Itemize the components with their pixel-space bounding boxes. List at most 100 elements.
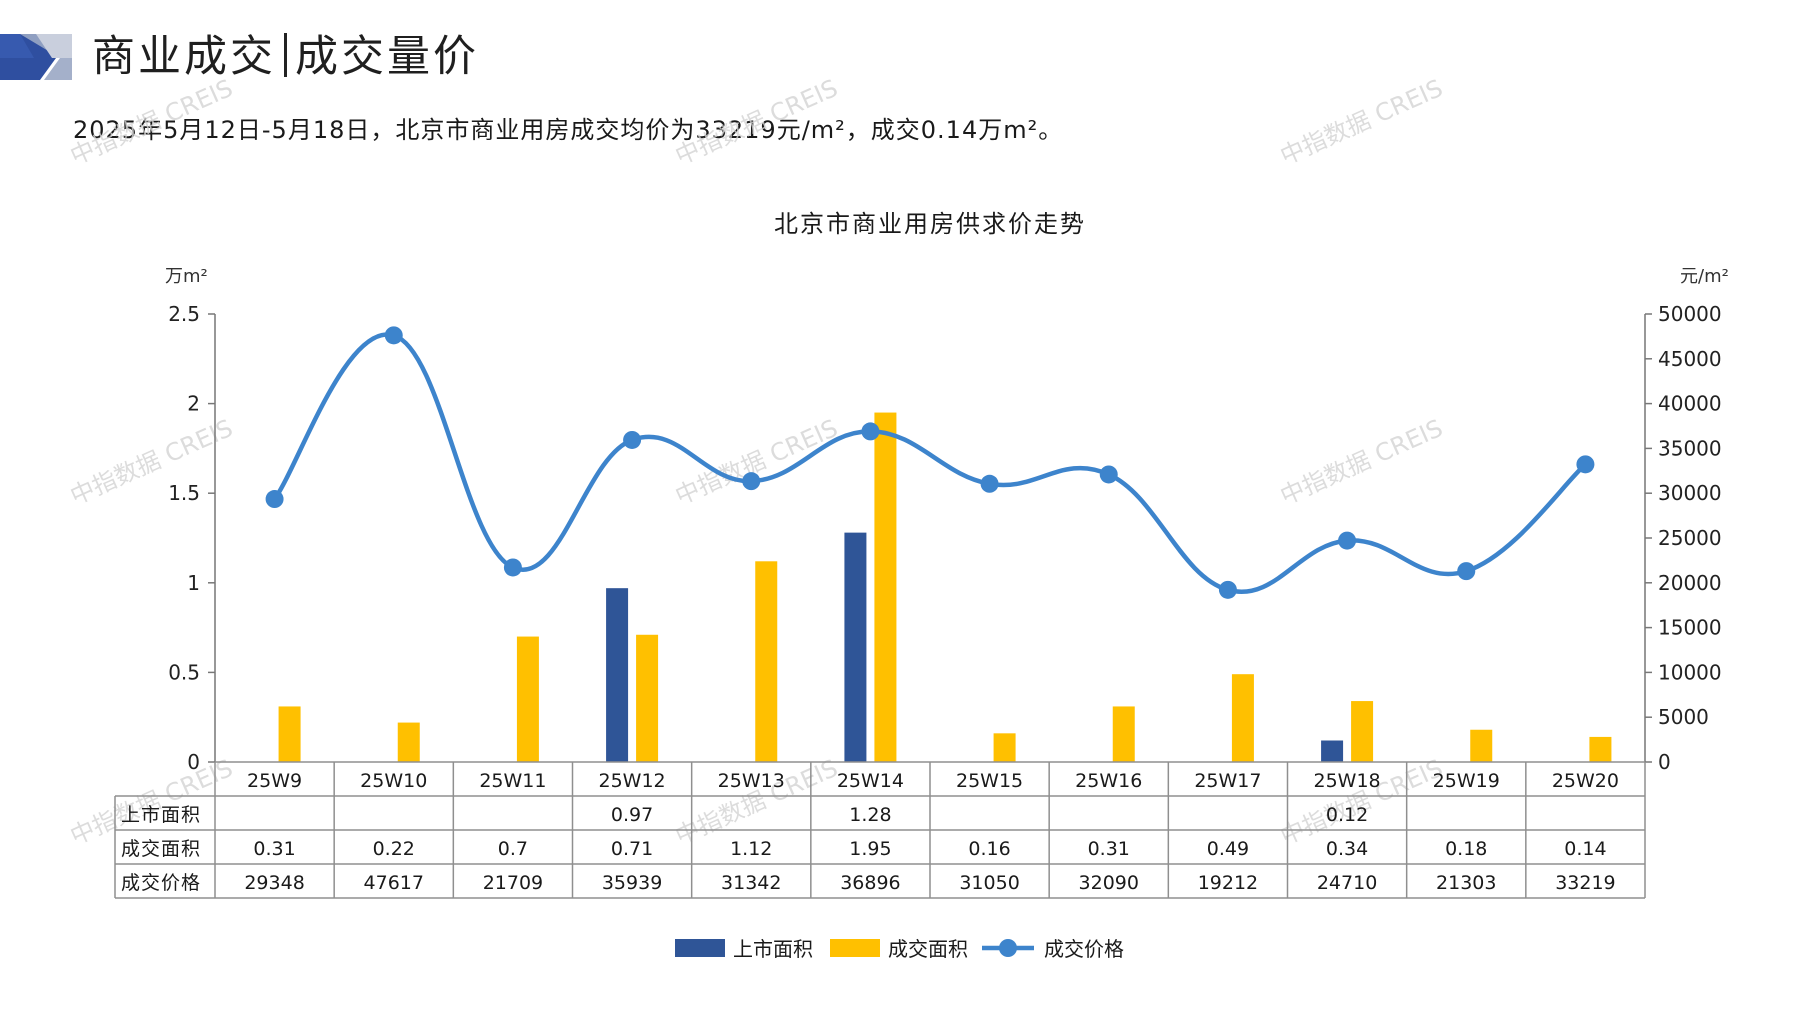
table-row-header-label: 成交面积 (121, 838, 201, 860)
right-axis-tick-label: 5000 (1658, 705, 1709, 729)
price-point (384, 326, 403, 345)
bar-listed-area (606, 588, 629, 762)
data-label: 21303 (1436, 872, 1496, 894)
left-axis-tick-label: 1 (187, 571, 200, 595)
legend-label: 上市面积 (733, 937, 813, 961)
watermark-text: 中指数据 CREIS (671, 74, 842, 171)
price-point (1576, 455, 1595, 474)
left-axis-tick-label: 1.5 (168, 481, 200, 505)
data-label: 0.16 (968, 838, 1010, 860)
data-label: 0.31 (1088, 838, 1130, 860)
right-axis-tick-label: 0 (1658, 750, 1671, 774)
data-label: 31050 (959, 872, 1019, 894)
bar-transaction-area (1470, 729, 1493, 762)
data-label: 0.97 (611, 804, 653, 826)
x-tick-label: 25W17 (1194, 770, 1261, 792)
legend-label: 成交面积 (888, 937, 968, 961)
page-title-part1: 商业成交 (92, 32, 276, 82)
right-axis-tick-label: 10000 (1658, 660, 1722, 684)
x-tick-label: 25W15 (956, 770, 1023, 792)
right-axis-tick-label: 15000 (1658, 616, 1722, 640)
left-axis-tick-label: 0 (187, 750, 200, 774)
bar-transaction-area (397, 722, 420, 762)
price-point (1457, 562, 1476, 581)
bar-transaction-area (1589, 736, 1612, 762)
data-label: 33219 (1555, 872, 1615, 894)
data-label: 0.22 (373, 838, 415, 860)
data-label: 0.12 (1326, 804, 1368, 826)
watermark-text: 中指数据 CREIS (1276, 74, 1447, 171)
page-header: 商业成交 成交量价 (0, 18, 700, 82)
data-label: 21709 (483, 872, 543, 894)
right-axis-tick-label: 45000 (1658, 347, 1722, 371)
x-tick-label: 25W11 (479, 770, 546, 792)
price-point (1338, 531, 1357, 550)
watermark-text: 中指数据 CREIS (66, 74, 237, 171)
bar-transaction-area (636, 634, 659, 762)
right-axis-tick-label: 50000 (1658, 302, 1722, 326)
x-tick-label: 25W14 (837, 770, 904, 792)
data-label: 0.18 (1445, 838, 1487, 860)
watermark-text: 中指数据 CREIS (671, 754, 842, 851)
watermark-text: 中指数据 CREIS (1276, 754, 1447, 851)
price-point (861, 422, 880, 441)
page-title: 商业成交 成交量价 (92, 22, 479, 84)
data-label: 47617 (364, 872, 424, 894)
right-axis-tick-label: 40000 (1658, 392, 1722, 416)
logo-icon (0, 34, 72, 80)
right-axis-unit: 元/m² (1680, 266, 1729, 287)
price-point (503, 558, 522, 577)
bar-transaction-area (874, 412, 897, 762)
data-label: 0.49 (1207, 838, 1249, 860)
data-label: 32090 (1079, 872, 1139, 894)
x-tick-label: 25W20 (1552, 770, 1619, 792)
bar-transaction-area (755, 561, 778, 762)
right-axis-tick-label: 20000 (1658, 571, 1722, 595)
data-label: 0.31 (253, 838, 295, 860)
x-tick-label: 25W16 (1075, 770, 1142, 792)
data-label: 1.28 (849, 804, 891, 826)
chart-title: 北京市商业用房供求价走势 (774, 210, 1086, 238)
table-row-header-label: 成交价格 (121, 872, 201, 894)
bar-transaction-area (1112, 706, 1135, 762)
price-point (265, 490, 284, 509)
bar-transaction-area (278, 706, 301, 762)
price-point (742, 472, 761, 491)
data-label: 19212 (1198, 872, 1258, 894)
data-label: 0.71 (611, 838, 653, 860)
legend-swatch-price-point (999, 939, 1017, 957)
data-label: 24710 (1317, 872, 1377, 894)
watermark-text: 中指数据 CREIS (66, 754, 237, 851)
left-axis-tick-label: 2.5 (168, 302, 200, 326)
price-point (623, 430, 642, 449)
data-label: 35939 (602, 872, 662, 894)
watermark-text: 中指数据 CREIS (66, 414, 237, 511)
data-label: 36896 (840, 872, 900, 894)
data-label: 1.12 (730, 838, 772, 860)
price-point (980, 474, 999, 493)
x-tick-label: 25W19 (1433, 770, 1500, 792)
price-point (1099, 465, 1118, 484)
legend-swatch-transaction-area (830, 939, 880, 957)
table-row-header-label: 上市面积 (121, 804, 201, 826)
data-label: 0.14 (1564, 838, 1606, 860)
right-axis-tick-label: 35000 (1658, 436, 1722, 460)
bar-listed-area (1321, 740, 1344, 762)
summary-text: 2025年5月12日-5月18日，北京市商业用房成交均价为33219元/m²，成… (73, 116, 1064, 144)
x-tick-label: 25W18 (1314, 770, 1381, 792)
bar-transaction-area (993, 733, 1016, 762)
x-tick-label: 25W10 (360, 770, 427, 792)
data-label: 29348 (244, 872, 304, 894)
bar-transaction-area (1351, 701, 1374, 762)
data-label: 1.95 (849, 838, 891, 860)
price-point (1218, 580, 1237, 599)
data-label: 0.34 (1326, 838, 1368, 860)
title-divider (284, 33, 287, 77)
data-label: 0.7 (498, 838, 528, 860)
data-label: 31342 (721, 872, 781, 894)
watermark-text: 中指数据 CREIS (1276, 414, 1447, 511)
left-axis-tick-label: 2 (187, 392, 200, 416)
left-axis-unit: 万m² (165, 266, 208, 287)
right-axis-tick-label: 30000 (1658, 481, 1722, 505)
x-tick-label: 25W13 (718, 770, 785, 792)
